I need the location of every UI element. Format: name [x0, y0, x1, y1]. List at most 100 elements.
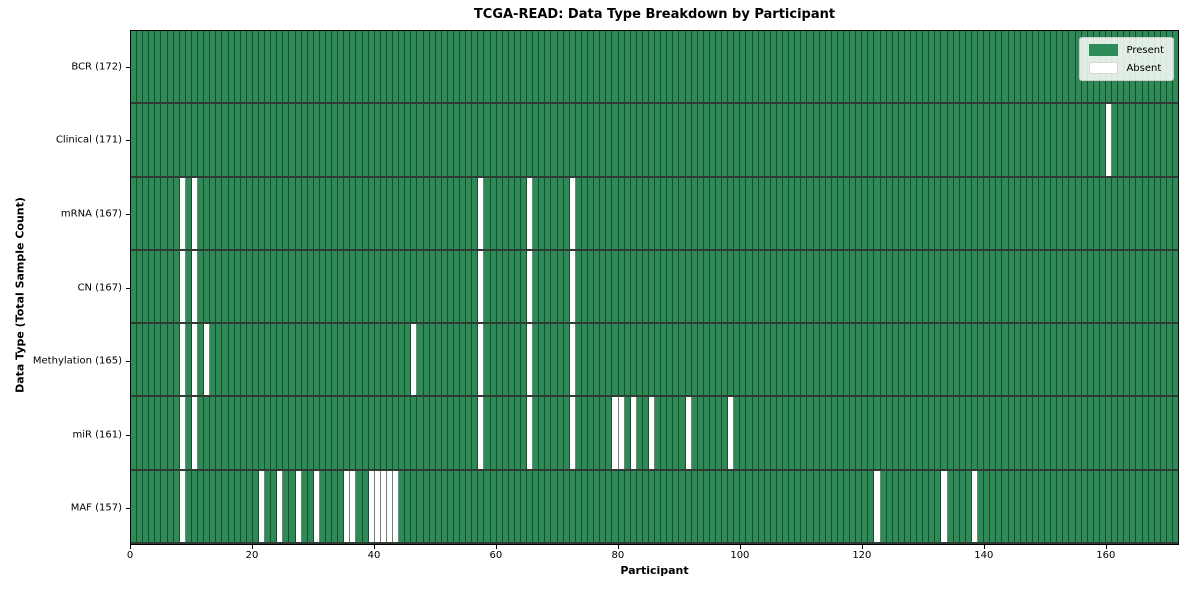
present-cell: [624, 104, 631, 176]
present-cell: [1136, 177, 1143, 249]
present-cell: [843, 177, 851, 249]
present-cell: [953, 31, 960, 103]
present-cell: [740, 104, 747, 176]
present-cell: [959, 324, 966, 396]
present-cell: [283, 31, 290, 103]
present-cell: [862, 470, 869, 542]
present-cell: [770, 177, 777, 249]
present-cell: [703, 31, 710, 103]
present-cell: [880, 250, 887, 323]
present-cell: [648, 250, 656, 323]
present-cell: [825, 397, 832, 469]
present-cell: [752, 470, 759, 542]
present-cell: [1142, 177, 1149, 249]
present-cell: [222, 177, 229, 249]
present-cell: [319, 104, 326, 176]
absent-cell: [380, 470, 387, 542]
present-cell: [161, 397, 168, 469]
present-cell: [222, 397, 229, 469]
present-cell: [1008, 324, 1015, 396]
present-cell: [478, 104, 485, 176]
present-cell: [722, 397, 729, 469]
present-cell: [204, 104, 211, 176]
present-cell: [441, 104, 448, 176]
present-cell: [307, 177, 314, 249]
present-cell: [624, 31, 631, 103]
present-cell: [210, 31, 217, 103]
present-cell: [642, 250, 649, 323]
present-cell: [508, 397, 515, 469]
present-cell: [758, 470, 765, 542]
present-cell: [825, 470, 832, 542]
present-cell: [880, 104, 887, 176]
present-cell: [441, 397, 448, 469]
present-cell: [856, 104, 863, 176]
present-cell: [185, 177, 192, 249]
present-cell: [563, 250, 570, 323]
present-cell: [1057, 31, 1064, 103]
present-cell: [447, 31, 454, 103]
absent-cell: [478, 177, 485, 249]
present-cell: [484, 104, 491, 176]
present-cell: [850, 177, 857, 249]
present-cell: [137, 324, 144, 396]
present-cell: [868, 250, 875, 323]
present-cell: [1099, 250, 1106, 323]
present-cell: [990, 250, 997, 323]
present-cell: [429, 397, 436, 469]
present-cell: [655, 31, 662, 103]
present-cell: [752, 104, 759, 176]
present-cell: [1063, 397, 1070, 469]
present-cell: [947, 324, 954, 396]
present-cell: [277, 31, 284, 103]
present-cell: [185, 31, 192, 103]
present-cell: [984, 397, 991, 469]
present-cell: [386, 104, 394, 176]
present-cell: [533, 470, 540, 542]
present-cell: [758, 177, 765, 249]
present-cell: [795, 31, 802, 103]
present-cell: [722, 177, 729, 249]
present-cell: [1173, 31, 1179, 103]
present-cell: [338, 324, 345, 396]
present-cell: [258, 31, 266, 103]
present-cell: [319, 470, 326, 542]
present-cell: [843, 250, 851, 323]
present-cell: [551, 31, 558, 103]
present-cell: [764, 250, 771, 323]
present-cell: [636, 104, 643, 176]
present-cell: [831, 104, 838, 176]
present-cell: [137, 177, 144, 249]
present-cell: [843, 324, 851, 396]
present-cell: [185, 104, 192, 176]
present-cell: [143, 104, 150, 176]
present-cell: [210, 177, 217, 249]
present-cell: [344, 324, 351, 396]
present-cell: [423, 324, 430, 396]
present-cell: [984, 324, 991, 396]
present-cell: [929, 470, 936, 542]
present-cell: [301, 177, 308, 249]
present-cell: [496, 397, 503, 469]
present-cell: [770, 250, 777, 323]
present-cell: [1087, 250, 1094, 323]
present-cell: [789, 324, 796, 396]
chart-title: TCGA-READ: Data Type Breakdown by Partic…: [473, 7, 836, 22]
present-cell: [947, 397, 954, 469]
x-tick-label: 80: [611, 550, 625, 561]
present-cell: [502, 470, 509, 542]
present-cell: [1063, 177, 1070, 249]
present-cell: [496, 31, 503, 103]
present-cell: [551, 397, 558, 469]
present-cell: [527, 31, 534, 103]
present-cell: [996, 177, 1003, 249]
present-cell: [216, 324, 223, 396]
present-cell: [588, 470, 595, 542]
y-tick-mark: [126, 66, 130, 68]
present-cell: [996, 324, 1003, 396]
present-cell: [228, 470, 235, 542]
present-cell: [795, 470, 802, 542]
present-cell: [222, 250, 229, 323]
present-cell: [740, 250, 747, 323]
present-cell: [716, 31, 723, 103]
